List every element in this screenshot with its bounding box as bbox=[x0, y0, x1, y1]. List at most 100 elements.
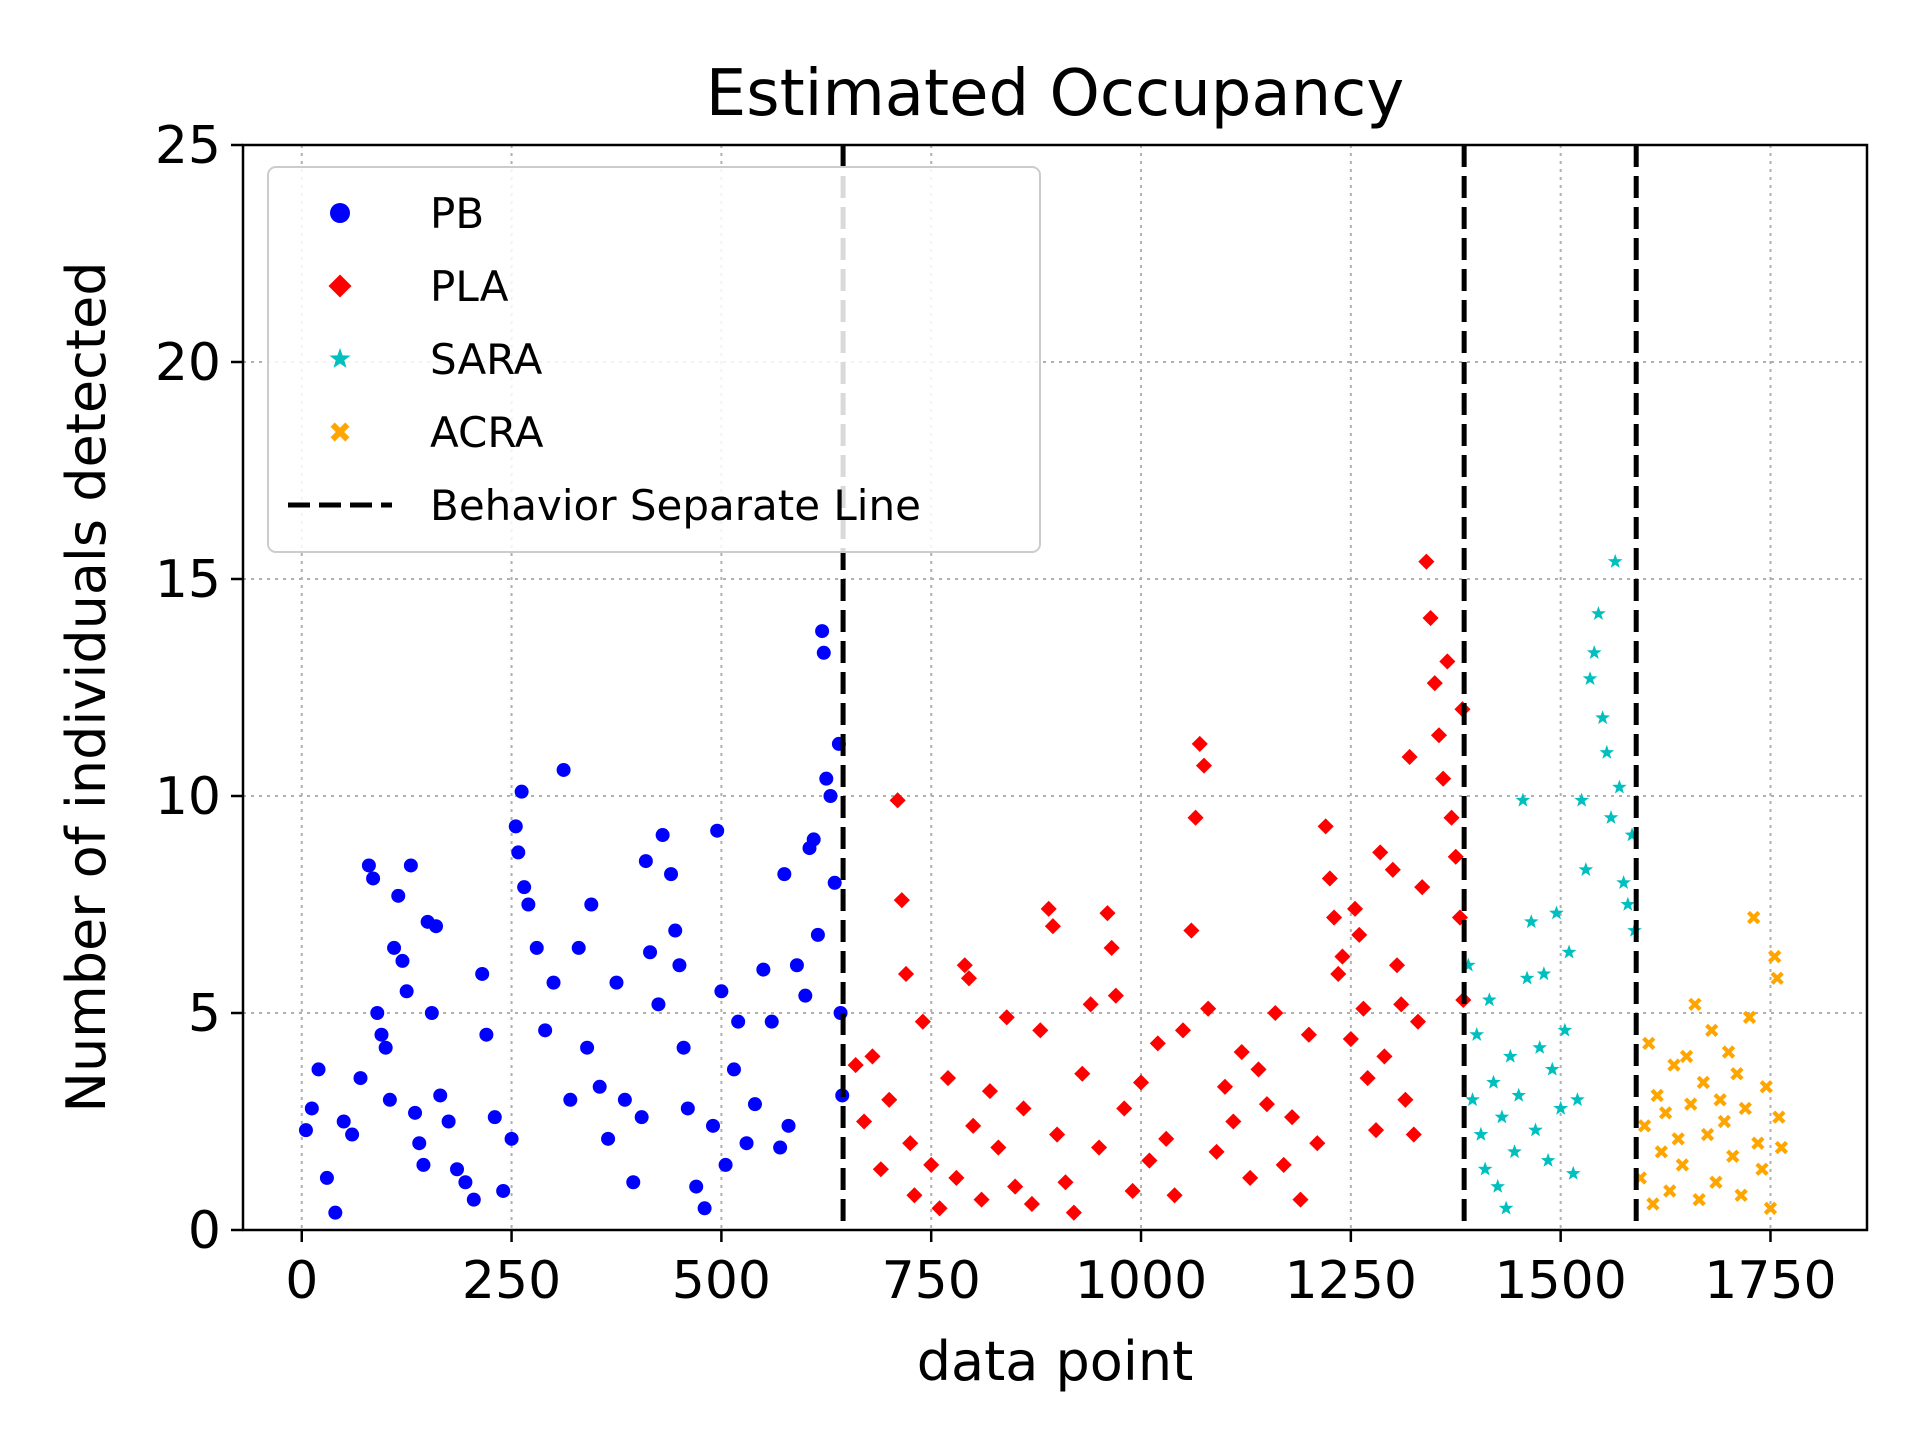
legend-label-pla: PLA bbox=[430, 262, 509, 311]
data-point-sara bbox=[1465, 1092, 1480, 1106]
legend-marker-pla bbox=[328, 274, 352, 298]
data-point-pla bbox=[914, 1013, 931, 1030]
data-point-pb bbox=[412, 1136, 427, 1151]
data-point-pla bbox=[1334, 948, 1351, 965]
data-point-sara bbox=[1616, 875, 1631, 889]
data-point-pla bbox=[1393, 996, 1410, 1013]
data-point-pla bbox=[1372, 844, 1389, 861]
data-point-pb bbox=[556, 762, 571, 777]
data-point-pla bbox=[1208, 1143, 1225, 1160]
data-point-pla bbox=[889, 792, 906, 809]
data-point-pla bbox=[1367, 1122, 1385, 1139]
data-point-sara bbox=[1524, 914, 1539, 929]
data-point-pla bbox=[1149, 1035, 1166, 1052]
data-point-pla bbox=[1422, 610, 1439, 627]
data-point-pla bbox=[1174, 1022, 1192, 1039]
data-point-pla bbox=[960, 970, 978, 987]
data-point-pb bbox=[508, 819, 523, 834]
data-point-pb bbox=[496, 1183, 511, 1198]
data-point-pla bbox=[1103, 939, 1120, 956]
data-point-sara bbox=[1591, 606, 1606, 620]
data-point-acra bbox=[1774, 1140, 1788, 1155]
data-point-pb bbox=[475, 966, 490, 981]
data-point-pla bbox=[1355, 1000, 1372, 1017]
data-point-pla bbox=[965, 1117, 982, 1134]
data-point-pla bbox=[1300, 1026, 1317, 1043]
data-point-sara bbox=[1612, 779, 1627, 794]
data-point-sara bbox=[1586, 645, 1602, 659]
data-point-sara bbox=[1503, 1048, 1518, 1063]
data-point-pb bbox=[664, 867, 679, 882]
legend-label-pb: PB bbox=[430, 189, 484, 238]
data-point-pb bbox=[580, 1040, 595, 1055]
data-point-sara bbox=[1469, 1027, 1485, 1041]
data-point-sara bbox=[1570, 1092, 1585, 1106]
data-point-sara bbox=[1599, 744, 1615, 759]
data-point-pla bbox=[1242, 1169, 1259, 1186]
data-point-pla bbox=[923, 1156, 940, 1173]
data-point-pb bbox=[511, 845, 526, 860]
data-point-pb bbox=[571, 940, 586, 955]
data-point-pla bbox=[1044, 918, 1061, 935]
plot-frame bbox=[241, 143, 1869, 1232]
data-point-pla bbox=[1351, 926, 1368, 943]
data-point-pla bbox=[856, 1113, 873, 1130]
data-point-acra bbox=[1713, 1093, 1727, 1107]
data-point-pb bbox=[626, 1175, 641, 1190]
data-point-pla bbox=[1430, 727, 1448, 744]
data-point-pb bbox=[487, 1110, 502, 1125]
data-point-pb bbox=[609, 975, 624, 990]
data-point-pb bbox=[781, 1118, 796, 1133]
data-point-acra bbox=[1658, 1106, 1673, 1120]
data-point-pla bbox=[1439, 653, 1456, 670]
data-point-pla bbox=[1183, 922, 1200, 939]
data-point-acra bbox=[1654, 1145, 1668, 1159]
data-point-acra bbox=[1700, 1127, 1715, 1142]
data-point-pla bbox=[1187, 809, 1204, 826]
legend-label-acra: ACRA bbox=[430, 408, 544, 457]
data-point-pb bbox=[370, 1006, 385, 1020]
data-point-acra bbox=[1721, 1045, 1736, 1059]
data-point-pb bbox=[387, 940, 402, 955]
data-point-pla bbox=[847, 1057, 864, 1074]
data-point-pla bbox=[1082, 996, 1099, 1013]
data-point-pla bbox=[948, 1169, 965, 1186]
data-point-acra bbox=[1759, 1080, 1773, 1094]
data-point-pla bbox=[1132, 1074, 1150, 1091]
y-tick-label: 15 bbox=[155, 550, 221, 610]
data-point-pla bbox=[1330, 965, 1347, 982]
data-point-pla bbox=[981, 1083, 999, 1100]
data-point-acra bbox=[1646, 1197, 1660, 1211]
data-point-sara bbox=[1490, 1178, 1505, 1193]
data-point-pb bbox=[777, 867, 792, 882]
data-point-sara bbox=[1620, 896, 1636, 911]
data-point-pb bbox=[353, 1071, 368, 1086]
data-point-pla bbox=[990, 1139, 1007, 1156]
data-point-pb bbox=[668, 923, 683, 938]
data-point-acra bbox=[1679, 1049, 1694, 1064]
data-point-pb bbox=[739, 1136, 754, 1151]
data-point-sara bbox=[1561, 944, 1577, 959]
data-point-pla bbox=[1409, 1013, 1427, 1030]
data-point-pb bbox=[517, 880, 532, 895]
data-point-acra bbox=[1709, 1175, 1723, 1189]
data-point-pb bbox=[601, 1131, 616, 1146]
data-point-pb bbox=[789, 958, 804, 973]
data-point-pb bbox=[655, 828, 670, 843]
data-point-pb bbox=[731, 1014, 746, 1029]
data-point-pla bbox=[931, 1200, 948, 1217]
data-point-pb bbox=[810, 927, 825, 942]
data-point-pla bbox=[1250, 1061, 1267, 1078]
data-point-pb bbox=[718, 1157, 733, 1172]
data-point-pla bbox=[1141, 1152, 1158, 1169]
legend-item-separate-line: Behavior Separate Line bbox=[288, 481, 921, 530]
data-point-sara bbox=[1565, 1165, 1581, 1180]
data-point-pb bbox=[529, 940, 544, 955]
legend-marker-pb bbox=[330, 203, 350, 223]
data-point-sara bbox=[1549, 905, 1564, 920]
data-point-pb bbox=[466, 1192, 481, 1207]
data-point-pla bbox=[998, 1009, 1015, 1026]
data-point-pb bbox=[479, 1027, 494, 1042]
data-point-pla bbox=[1200, 1000, 1217, 1017]
data-point-pla bbox=[1342, 1030, 1359, 1048]
